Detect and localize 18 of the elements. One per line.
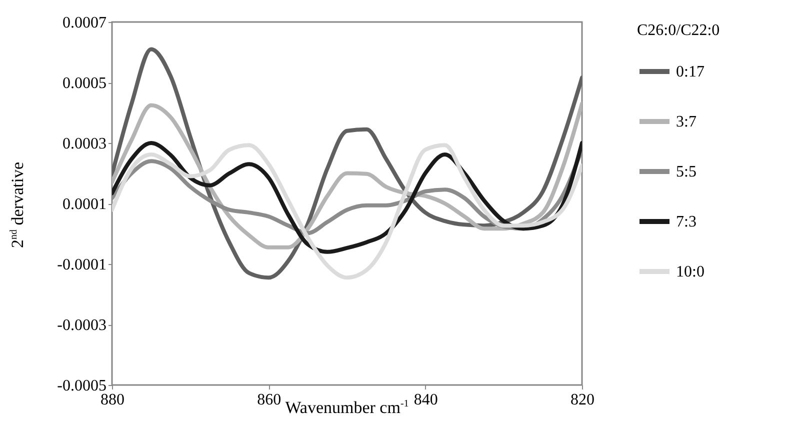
legend-label: 5:5 xyxy=(676,164,696,180)
legend-title: C26:0/C22:0 xyxy=(637,22,720,39)
y-tick-label: -0.0005 xyxy=(57,378,106,394)
legend-label: 7:3 xyxy=(676,214,696,230)
x-tick-label: 880 xyxy=(100,392,124,408)
x-tick-label: 840 xyxy=(414,392,438,408)
y-tick-label: -0.0001 xyxy=(57,256,106,274)
x-tick-label: 820 xyxy=(570,392,594,408)
legend-label: 3:7 xyxy=(676,114,696,130)
legend-label: 0:17 xyxy=(676,64,704,80)
y-tick-label: 0.0007 xyxy=(62,14,106,32)
y-tick-label: 0.0005 xyxy=(62,75,106,92)
y-tick-label: 0.0003 xyxy=(62,136,106,152)
y-tick-label: 0.0001 xyxy=(62,196,106,213)
x-axis-title: Wavenumber cm$^{-1}$ xyxy=(285,398,409,418)
x-tick-label: 860 xyxy=(257,392,282,408)
legend-label: 10:0 xyxy=(676,264,704,280)
y-tick-label: -0.0003 xyxy=(57,317,106,334)
